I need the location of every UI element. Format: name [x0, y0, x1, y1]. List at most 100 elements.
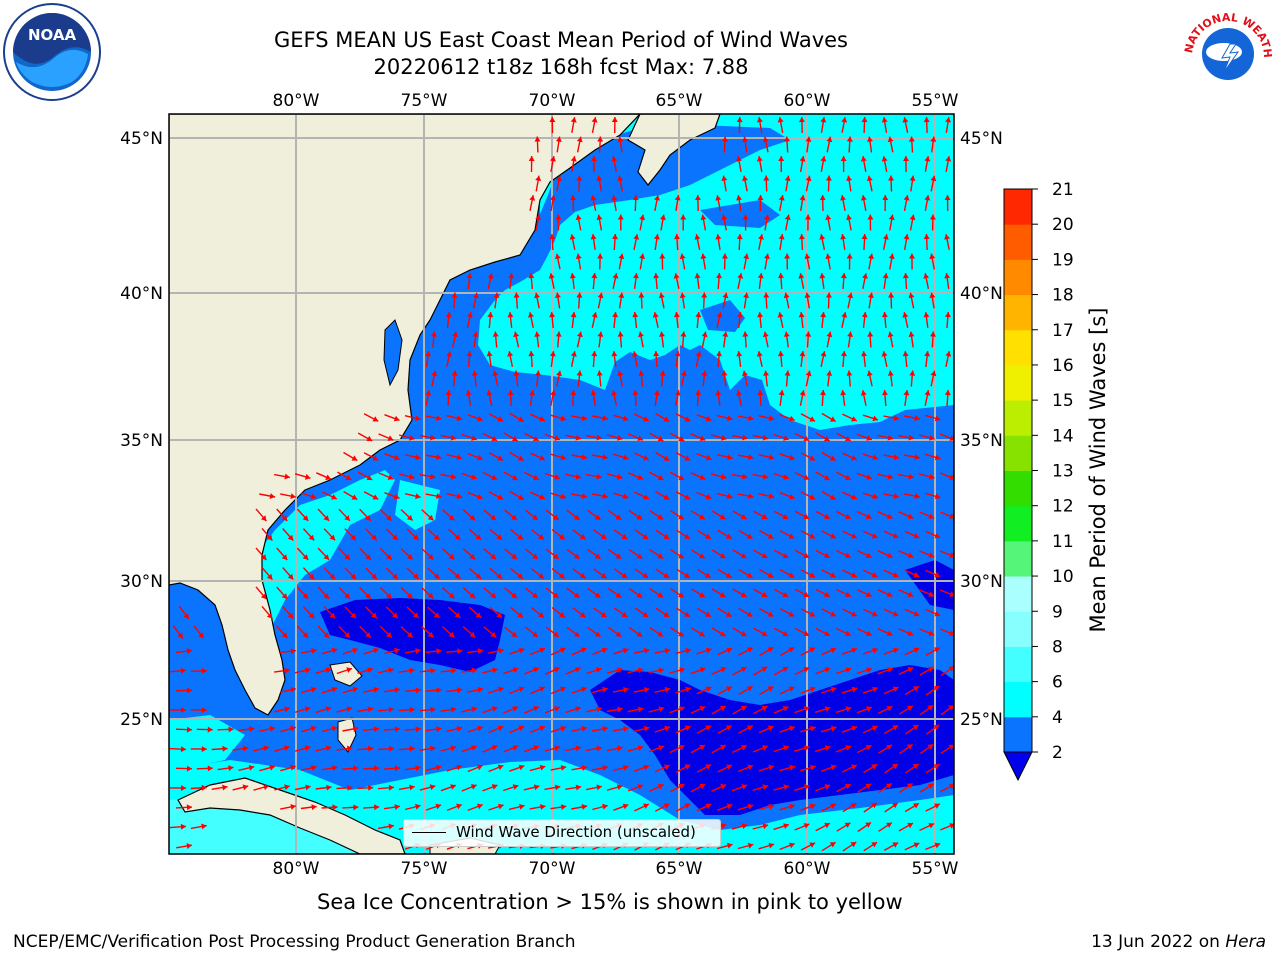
wave-direction-arrow	[840, 233, 847, 251]
map-frame	[168, 113, 955, 855]
wave-direction-arrow	[902, 117, 909, 133]
wave-direction-arrow	[282, 567, 294, 580]
wave-direction-arrow	[556, 175, 562, 192]
wave-direction-arrow	[363, 413, 379, 422]
wave-direction-arrow	[826, 370, 833, 387]
wave-direction-arrow	[861, 116, 868, 134]
wave-direction-arrow	[363, 726, 380, 733]
wave-direction-arrow	[680, 331, 687, 348]
wave-direction-arrow	[571, 415, 588, 421]
wave-direction-arrow	[633, 234, 640, 250]
wave-direction-arrow	[317, 625, 330, 639]
wave-direction-arrow	[467, 452, 483, 461]
colorbar-segment	[1004, 189, 1032, 225]
wave-direction-arrow	[483, 509, 497, 521]
lon-label: 80°W	[273, 91, 320, 111]
wave-direction-arrow	[779, 492, 795, 500]
wave-direction-arrow	[940, 783, 954, 793]
wave-direction-arrow	[836, 783, 852, 793]
wave-direction-arrow	[323, 606, 336, 619]
wave-direction-arrow	[524, 509, 539, 521]
wave-direction-arrow	[798, 273, 805, 289]
wave-direction-arrow	[732, 510, 747, 520]
wave-direction-arrow	[425, 764, 442, 772]
wave-direction-arrow	[590, 234, 597, 250]
wave-direction-arrow	[597, 253, 604, 270]
wave-direction-arrow	[737, 842, 754, 850]
wave-direction-arrow	[280, 725, 296, 733]
wave-direction-arrow	[877, 628, 893, 636]
wave-direction-arrow	[628, 587, 643, 599]
wave-direction-arrow	[925, 842, 941, 851]
wave-direction-arrow	[711, 705, 727, 715]
wave-direction-arrow	[274, 667, 290, 674]
wave-direction-arrow	[639, 214, 646, 231]
wave-direction-arrow	[835, 745, 852, 753]
wave-direction-arrow	[612, 686, 629, 693]
wave-direction-arrow	[717, 803, 733, 811]
wave-direction-arrow	[903, 415, 921, 421]
wave-direction-arrow	[655, 490, 670, 501]
colorbar-tick-label: 6	[1052, 673, 1063, 693]
wave-direction-arrow	[554, 253, 561, 270]
wave-direction-arrow	[442, 587, 455, 599]
wave-direction-arrow	[363, 647, 380, 655]
wave-direction-arrow	[545, 626, 560, 638]
wave-direction-arrow	[259, 764, 276, 772]
wave-direction-arrow	[898, 628, 914, 636]
wave-direction-arrow	[530, 413, 546, 422]
wave-direction-arrow	[736, 233, 743, 251]
wave-direction-arrow	[821, 803, 837, 812]
wave-direction-arrow	[758, 234, 764, 250]
wave-direction-arrow	[680, 214, 687, 231]
wave-direction-arrow	[919, 822, 935, 832]
wave-direction-arrow	[385, 528, 399, 541]
lon-labels-bottom: 80°W 75°W 70°W 65°W 60°W 55°W	[273, 859, 959, 879]
wave-direction-arrow	[596, 175, 603, 192]
wave-direction-arrow	[524, 548, 539, 560]
wave-direction-arrow	[555, 136, 562, 153]
wave-direction-arrow	[488, 725, 504, 734]
wave-direction-arrow	[176, 648, 192, 655]
wave-direction-arrow	[572, 529, 587, 540]
wave-direction-arrow	[357, 706, 374, 713]
wave-direction-arrow	[425, 390, 432, 406]
wave-direction-arrow	[764, 253, 770, 270]
wave-direction-arrow	[466, 312, 473, 328]
wave-direction-arrow	[529, 804, 546, 810]
wave-direction-arrow	[300, 648, 317, 654]
wave-direction-arrow	[930, 370, 937, 387]
wave-direction-arrow	[674, 194, 681, 212]
wave-direction-arrow	[836, 549, 852, 559]
wave-direction-arrow	[398, 706, 415, 713]
wave-direction-arrow	[523, 745, 540, 753]
wave-direction-arrow	[400, 508, 414, 522]
wave-direction-arrow	[471, 370, 478, 387]
wave-direction-arrow	[613, 803, 629, 811]
wave-direction-arrow	[359, 625, 372, 639]
wave-direction-arrow	[336, 784, 353, 791]
wave-direction-arrow	[489, 567, 503, 580]
wave-direction-arrow	[655, 412, 670, 423]
wave-direction-arrow	[627, 745, 644, 752]
wave-direction-arrow	[675, 803, 691, 812]
wave-direction-arrow	[758, 842, 775, 850]
wave-direction-arrow	[794, 588, 810, 598]
wave-direction-arrow	[758, 415, 775, 422]
wave-direction-arrow	[861, 351, 867, 367]
wave-direction-arrow	[800, 686, 816, 695]
wave-direction-arrow	[904, 569, 920, 578]
wave-direction-arrow	[884, 802, 899, 813]
wave-direction-arrow	[779, 842, 795, 851]
wave-direction-arrow	[302, 528, 315, 541]
wave-direction-arrow	[482, 471, 498, 481]
wave-direction-arrow	[690, 433, 706, 441]
wave-direction-arrow	[762, 331, 769, 348]
colorbar-tick-label: 4	[1052, 708, 1063, 728]
wave-direction-arrow	[887, 331, 894, 348]
wave-direction-arrow	[634, 803, 650, 812]
colorbar-tick-label: 11	[1052, 532, 1074, 552]
colorbar-segment	[1004, 505, 1032, 542]
wave-direction-arrow	[860, 155, 867, 173]
wave-direction-arrow	[383, 726, 401, 733]
